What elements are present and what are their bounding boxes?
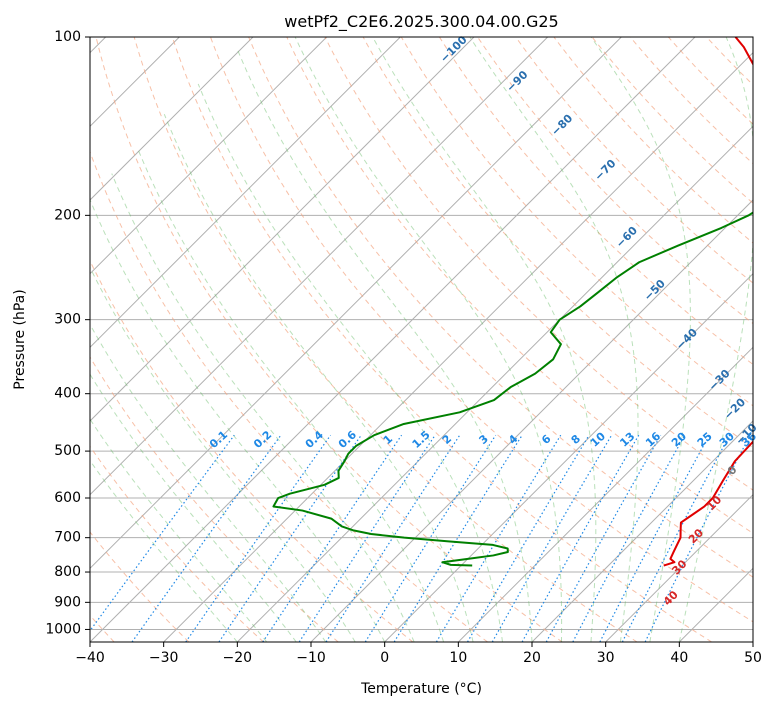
dry-adiabat-label: −70 bbox=[592, 157, 619, 184]
dry-adiabat bbox=[554, 37, 775, 642]
dry-adiabat-label: −30 bbox=[706, 367, 733, 394]
mixing-ratio-label: 25 bbox=[695, 430, 715, 450]
y-tick-label: 1000 bbox=[45, 621, 81, 637]
isotherm-gridline bbox=[0, 37, 400, 642]
dry-adiabat-label: 10 bbox=[704, 493, 724, 513]
dry-adiabat bbox=[58, 37, 488, 642]
x-tick-label: 10 bbox=[449, 650, 467, 666]
x-tick-label: −10 bbox=[296, 650, 326, 666]
isotherm-gridline bbox=[385, 37, 775, 642]
moist-adiabat bbox=[0, 293, 237, 642]
plot-frame bbox=[90, 37, 753, 642]
moist-adiabat bbox=[164, 114, 473, 642]
mixing-ratio-label: 30 bbox=[717, 429, 737, 449]
isotherm-gridline bbox=[0, 37, 474, 642]
mixing-ratio-line bbox=[263, 435, 402, 642]
dry-adiabat-label: −100 bbox=[438, 33, 470, 65]
isotherm-gridline bbox=[753, 37, 775, 642]
mixing-ratio-line bbox=[219, 435, 361, 642]
mixing-ratio-label: 8 bbox=[569, 432, 583, 447]
x-axis-label: Temperature (°C) bbox=[360, 681, 482, 697]
dry-adiabat-label: 20 bbox=[686, 526, 706, 546]
y-axis-label: Pressure (hPa) bbox=[12, 289, 28, 389]
isotherm-gridline bbox=[16, 37, 621, 642]
x-tick-label: 50 bbox=[744, 650, 762, 666]
mixing-ratio-label: 0.4 bbox=[303, 428, 326, 451]
moist-adiabat bbox=[591, 37, 690, 642]
moist-adiabat bbox=[88, 195, 385, 642]
isotherm-gridline bbox=[0, 37, 327, 642]
x-tick-label: −40 bbox=[75, 650, 105, 666]
isotherm-gridline bbox=[458, 37, 775, 642]
dry-adiabat bbox=[0, 37, 338, 642]
grid-layer bbox=[0, 37, 775, 642]
y-tick-label: 700 bbox=[54, 530, 81, 546]
dry-adiabat-label: −40 bbox=[674, 326, 701, 353]
temperature-series-line bbox=[664, 37, 775, 566]
mixing-ratio-label: 1.5 bbox=[410, 428, 433, 451]
y-tick-label: 400 bbox=[54, 386, 81, 402]
y-tick-label: 500 bbox=[54, 443, 81, 459]
y-tick-label: 300 bbox=[54, 312, 81, 328]
mixing-ratio-label: 16 bbox=[643, 429, 663, 449]
dry-adiabat-label: −60 bbox=[613, 224, 640, 251]
moist-adiabat bbox=[12, 273, 266, 642]
y-tick-label: 100 bbox=[54, 29, 81, 45]
series-layer bbox=[273, 37, 775, 566]
dry-adiabat-label: 40 bbox=[661, 588, 681, 608]
isotherm-gridline bbox=[90, 37, 695, 642]
dry-adiabat-label: −90 bbox=[504, 68, 531, 95]
y-tick-label: 600 bbox=[54, 490, 81, 506]
mixing-ratio-line bbox=[468, 435, 590, 642]
mixing-ratio-label: 1 bbox=[381, 432, 395, 447]
mixing-ratio-label: 10 bbox=[588, 429, 608, 449]
mixing-ratio-label: 6 bbox=[539, 432, 554, 447]
moist-adiabat bbox=[67, 215, 356, 642]
y-tick-label: 200 bbox=[54, 207, 81, 223]
line-label-layer: −100−90−80−70−60−50−40−30−20−10010203040… bbox=[207, 33, 760, 608]
x-tick-label: 20 bbox=[523, 650, 541, 666]
x-tick-label: −20 bbox=[223, 650, 253, 666]
moist-adiabat bbox=[198, 84, 502, 642]
mixing-ratio-label: 2 bbox=[440, 432, 454, 447]
mixing-ratio-line bbox=[622, 435, 729, 642]
y-tick-label: 900 bbox=[54, 594, 81, 610]
mixing-ratio-line bbox=[365, 435, 495, 642]
mixing-ratio-line bbox=[326, 435, 460, 642]
mixing-ratio-line bbox=[573, 435, 685, 642]
dry-adiabat-label: −50 bbox=[641, 277, 668, 304]
mixing-ratio-line bbox=[436, 435, 560, 642]
dry-adiabat-label: −80 bbox=[549, 112, 576, 139]
y-tick-label: 800 bbox=[54, 564, 81, 580]
dry-adiabat bbox=[0, 37, 264, 642]
isotherm-gridline bbox=[311, 37, 775, 642]
x-tick-label: 40 bbox=[670, 650, 688, 666]
isotherm-gridline bbox=[0, 37, 253, 642]
x-tick-label: −30 bbox=[149, 650, 179, 666]
mixing-ratio-line bbox=[522, 435, 639, 642]
chart-title: wetPf2_C2E6.2025.300.04.00.G25 bbox=[284, 12, 558, 32]
dry-adiabat bbox=[478, 37, 775, 642]
mixing-ratio-label: 13 bbox=[617, 430, 637, 450]
x-tick-label: 30 bbox=[597, 650, 615, 666]
x-tick-label: 0 bbox=[380, 650, 389, 666]
dewpoint-series-line bbox=[273, 37, 775, 566]
